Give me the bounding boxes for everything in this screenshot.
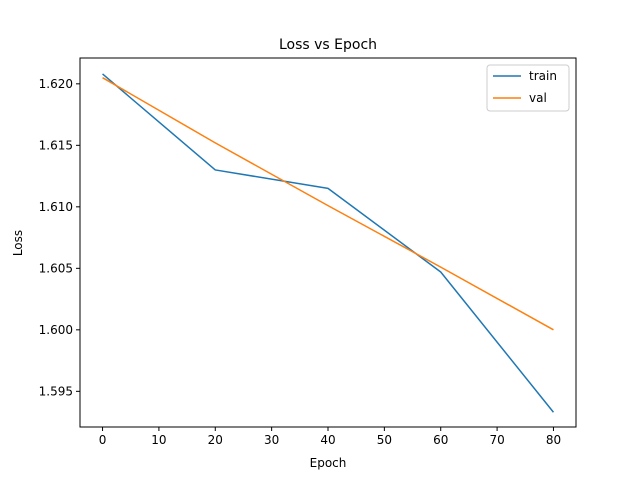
y-tick-label: 1.600 xyxy=(39,323,73,337)
y-tick-label: 1.615 xyxy=(39,138,73,152)
x-tick-label: 10 xyxy=(151,433,166,447)
series-line-val xyxy=(102,77,554,331)
x-tick-label: 0 xyxy=(99,433,107,447)
x-tick-label: 30 xyxy=(264,433,279,447)
y-tick-label: 1.610 xyxy=(39,200,73,214)
series-line-train xyxy=(102,73,555,413)
x-tick-label: 80 xyxy=(546,433,561,447)
legend: train val xyxy=(486,64,570,112)
x-tick-label: 50 xyxy=(377,433,392,447)
y-tick-label: 1.595 xyxy=(39,384,73,398)
x-tick-label: 60 xyxy=(433,433,448,447)
y-tick-label: 1.620 xyxy=(39,77,73,91)
x-tick-label: 40 xyxy=(320,433,335,447)
x-axis-label: Epoch xyxy=(310,456,347,470)
x-tick-label: 70 xyxy=(489,433,504,447)
chart-title: Loss vs Epoch xyxy=(279,37,377,53)
y-tick-label: 1.605 xyxy=(39,261,73,275)
legend-label-val: val xyxy=(529,91,547,105)
legend-label-train: train xyxy=(529,69,557,83)
y-axis: 1.595 1.600 1.605 1.610 1.615 1.620 xyxy=(39,77,80,398)
axes-frame xyxy=(79,57,577,428)
y-axis-label: Loss xyxy=(11,230,25,256)
x-axis: 0 10 20 30 40 50 60 70 80 xyxy=(99,427,561,447)
plot-area xyxy=(102,73,555,413)
x-tick-label: 20 xyxy=(208,433,223,447)
